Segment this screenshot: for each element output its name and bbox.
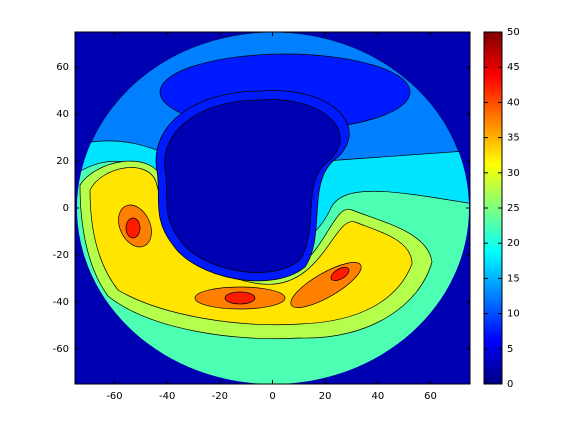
field-region: [164, 99, 341, 273]
colorbar-tick-label: 0: [507, 379, 513, 390]
x-tick-label: 20: [319, 391, 332, 402]
colorbar-tick-label: 5: [507, 344, 513, 355]
field: [75, 32, 470, 384]
field-region: [330, 267, 350, 281]
x-tick-label: -40: [159, 391, 175, 402]
y-tick-label: -20: [53, 250, 69, 261]
colorbar-tick-label: 10: [507, 309, 520, 320]
y-tick-label: -60: [53, 344, 69, 355]
y-tick-label: 20: [56, 156, 69, 167]
x-tick-label: 0: [269, 391, 275, 402]
colorbar-tick-label: 40: [507, 97, 520, 108]
x-tick-label: -20: [212, 391, 228, 402]
field-region: [125, 217, 141, 239]
colorbar-tick-label: 20: [507, 238, 520, 249]
field-region: [224, 291, 256, 305]
colorbar-tick-label: 25: [507, 203, 520, 214]
x-tick-label: 40: [371, 391, 384, 402]
x-tick-label: -60: [106, 391, 122, 402]
colorbar-tick-label: 30: [507, 168, 520, 179]
x-tick-label: 60: [424, 391, 437, 402]
y-tick-label: -40: [53, 297, 69, 308]
colorbar-tick-label: 50: [507, 27, 520, 38]
y-tick-label: 60: [56, 62, 69, 73]
colorbar-tick-label: 15: [507, 273, 520, 284]
colorbar-tick-label: 45: [507, 62, 520, 73]
colorbar-tick-label: 35: [507, 133, 520, 144]
y-tick-label: 0: [63, 203, 69, 214]
disc: [77, 32, 469, 384]
y-tick-label: 40: [56, 109, 69, 120]
